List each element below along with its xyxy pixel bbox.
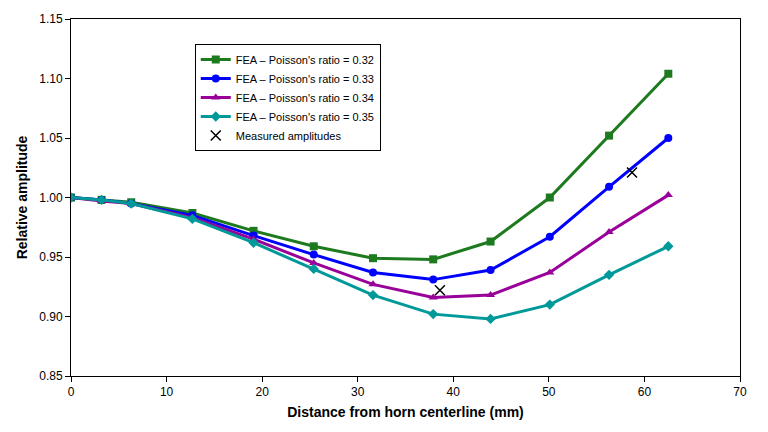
svg-text:20: 20 bbox=[255, 385, 269, 399]
svg-text:FEA – Poisson's ratio = 0.34: FEA – Poisson's ratio = 0.34 bbox=[236, 92, 374, 104]
svg-text:FEA – Poisson's ratio = 0.35: FEA – Poisson's ratio = 0.35 bbox=[236, 111, 374, 123]
svg-text:1.05: 1.05 bbox=[39, 131, 63, 145]
svg-text:FEA – Poisson's ratio = 0.32: FEA – Poisson's ratio = 0.32 bbox=[236, 54, 374, 66]
svg-text:60: 60 bbox=[638, 385, 652, 399]
svg-text:0: 0 bbox=[68, 385, 75, 399]
svg-text:Relative amplitude: Relative amplitude bbox=[14, 135, 30, 259]
svg-text:0.85: 0.85 bbox=[39, 369, 63, 383]
svg-text:10: 10 bbox=[160, 385, 174, 399]
svg-text:1.10: 1.10 bbox=[39, 72, 63, 86]
svg-text:1.00: 1.00 bbox=[39, 191, 63, 205]
svg-text:50: 50 bbox=[542, 385, 556, 399]
svg-text:0.90: 0.90 bbox=[39, 310, 63, 324]
svg-text:30: 30 bbox=[351, 385, 365, 399]
svg-text:70: 70 bbox=[733, 385, 747, 399]
svg-text:1.15: 1.15 bbox=[39, 12, 63, 26]
svg-text:Measured amplitudes: Measured amplitudes bbox=[236, 130, 342, 142]
svg-text:FEA – Poisson's ratio = 0.33: FEA – Poisson's ratio = 0.33 bbox=[236, 73, 374, 85]
svg-text:Distance from horn centerline: Distance from horn centerline (mm) bbox=[287, 404, 524, 420]
svg-text:40: 40 bbox=[447, 385, 461, 399]
svg-text:0.95: 0.95 bbox=[39, 250, 63, 264]
